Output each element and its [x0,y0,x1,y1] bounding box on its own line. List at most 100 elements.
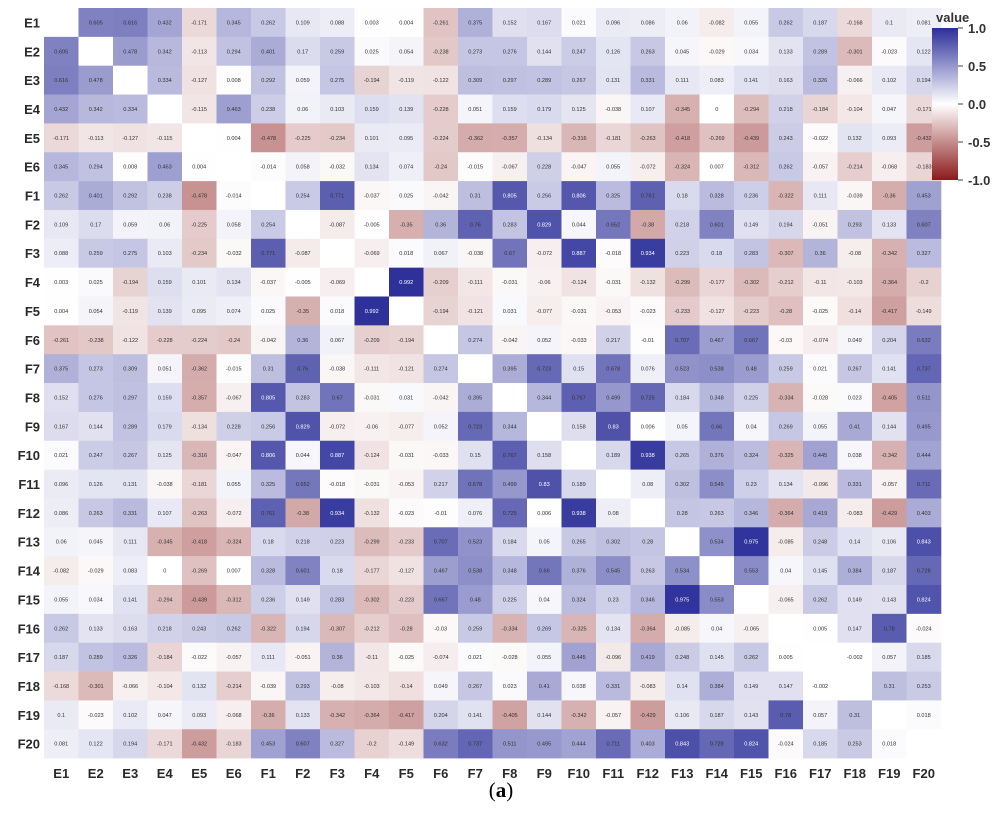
cell-value-label: 0.052 [434,424,448,430]
heatmap-cell-E5-E6 [216,123,252,153]
cell-value-label: 0.217 [606,338,620,344]
cell-value-label: 0.463 [227,107,241,113]
heatmap-cell-F7-F14 [699,354,735,384]
heatmap-cell-F8-F5 [389,383,424,413]
cell-value-label: 0.204 [882,338,896,344]
heatmap-cell-E4-F9 [527,94,562,124]
cell-value-label: 0.139 [399,107,413,113]
cell-value-label: 0.107 [641,107,655,113]
cell-value-label: 0.126 [606,49,620,55]
heatmap-cell-F7-F17 [803,354,838,384]
heatmap-cell-F7-E4 [147,354,183,384]
cell-value-label: 0.111 [262,655,275,661]
x-tick-label-F1: F1 [261,766,276,781]
cell-value-label: -0.127 [191,78,207,84]
cell-value-label: -0.024 [778,742,794,748]
heatmap-cell-F10-F8 [492,440,528,470]
cell-value-label: -0.429 [881,511,897,517]
heatmap-cell-E6-F6 [423,152,459,182]
heatmap-cell-F13-E4 [147,527,183,557]
cell-value-label: 0.728 [917,569,931,575]
cell-value-label: 0.152 [54,395,68,401]
heatmap-cell-F4-F12 [630,267,666,297]
cell-value-label: -0.357 [191,395,207,401]
heatmap-cell-F11-F16 [768,469,804,499]
cell-value-label: -0.119 [123,309,138,315]
heatmap-cell-F5-F4 [354,296,390,326]
heatmap-cell-F6-F16 [768,325,804,355]
heatmap-cell-F5-F18 [837,296,873,326]
heatmap-cell-F13-E2 [78,527,114,557]
cell-value-label: -0.002 [847,655,863,661]
cell-value-label: -0.03 [434,626,447,632]
cell-value-label: 0.262 [227,626,241,632]
heatmap-cell-F13-F11 [596,527,631,557]
cell-value-label: 0.263 [89,511,103,517]
heatmap-cell-F10-E2 [78,440,114,470]
heatmap-cell-F15-E3 [113,585,148,615]
cell-value-label: -0.115 [157,136,172,142]
y-axis-tick-labels: E1 E2 E3 E4 E5 E6 F1 F2 F3 F4 F5 F6 F7 F8 F9 F10 F11 F12 F… [18,15,41,751]
heatmap-cell-E6-E5 [182,152,217,182]
heatmap-cell-F19-E6 [216,700,252,730]
heatmap-cell-F13-F15 [734,527,769,557]
heatmap-cell-F4-F17 [803,267,838,297]
cell-value-label: 0.36 [332,655,343,661]
heatmap-cell-F8-F17 [803,383,838,413]
cell-value-label: 0.184 [675,395,689,401]
heatmap-cell-F1-F11 [596,181,631,211]
cell-value-label: -0.312 [743,165,759,171]
heatmap-cell-F18-F11 [596,671,631,701]
heatmap-cell-F16-F10 [561,613,597,643]
cell-value-label: -0.28 [400,626,413,632]
cell-value-label: 0.262 [779,20,793,26]
heatmap-cell-E3-F15 [734,65,769,95]
cell-value-label: 0.265 [675,453,689,459]
heatmap-cell-F10-F17 [803,440,838,470]
heatmap-cell-F13-F12 [630,527,666,557]
cell-value-label: -0.042 [502,338,518,344]
heatmap-cell-F19-F2 [285,700,321,730]
heatmap-cell-F1-F7 [458,181,493,211]
cell-value-label: 0.139 [158,309,172,315]
heatmap-cell-F7-F6 [423,354,459,384]
heatmap-cell-F7-F8 [492,354,528,384]
cell-value-label: 0.133 [779,49,793,55]
cell-value-label: 0.074 [399,165,413,171]
cell-value-label: 0.093 [192,713,206,719]
x-tick-label-F16: F16 [775,766,797,781]
heatmap-cell-F19-F1 [251,700,286,730]
cell-value-label: 0.678 [606,367,620,373]
heatmap-cell-E3-E6 [216,65,252,95]
cell-value-label: -0.11 [366,655,378,661]
cell-value-label: 0.04 [746,424,757,430]
heatmap-cell-F18-E4 [147,671,183,701]
heatmap-cell-E4-F15 [734,94,769,124]
cell-value-label: 0.297 [123,395,137,401]
cell-value-label: -0.037 [364,194,380,200]
cell-value-label: 0.247 [572,49,586,55]
heatmap-cell-labels: 0.605 0.616 0.432 -0.171 0.345 0.262 0.109 0.08… [53,20,931,747]
cell-value-label: 0.107 [158,511,172,517]
heatmap-cell-F11-F14 [699,469,735,499]
heatmap-cell-F14-F9 [527,556,562,586]
heatmap-cell-F18-F4 [354,671,390,701]
cell-value-label: 0.771 [330,194,344,200]
heatmap-cell-F10-F7 [458,440,493,470]
heatmap-cell-F3-F15 [734,238,769,268]
heatmap-cell-F10-F2 [285,440,321,470]
heatmap-cell-F10-F19 [872,440,907,470]
cell-value-label: -0.031 [502,280,518,286]
heatmap-cell-F12-F14 [699,498,735,528]
cell-value-label: 0.086 [54,511,68,517]
heatmap-cell-E1-F19 [872,8,907,38]
heatmap-cell-F13-F18 [837,527,873,557]
cell-value-label: 0.218 [779,107,793,113]
cell-value-label: -0.302 [364,597,380,603]
cell-value-label: 0.538 [710,367,724,373]
cell-value-label: 0.04 [539,597,550,603]
heatmap-cell-F18-F6 [423,671,459,701]
color-legend: value 1.0 0.5 0.0 -0.5 -1.0 [932,10,990,188]
cell-value-label: 0.141 [123,597,137,603]
cell-value-label: -0.168 [847,20,863,26]
